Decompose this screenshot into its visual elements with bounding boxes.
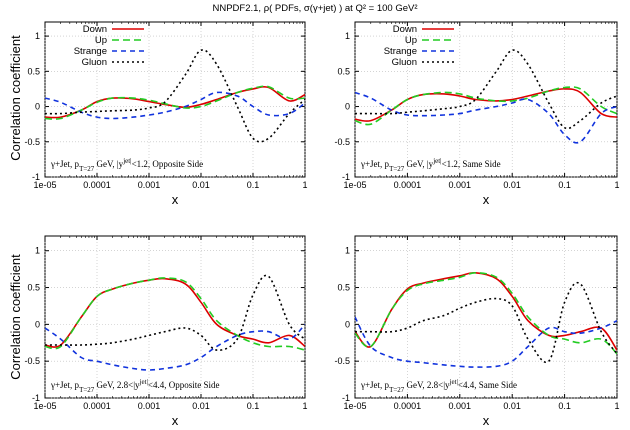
x-tick-label: 1 xyxy=(302,180,307,190)
y-axis-label-top: Correlation coefficient xyxy=(8,35,23,161)
series-line-strange xyxy=(355,316,617,368)
x-tick-label: 1e-05 xyxy=(343,180,366,190)
y-tick-label: 0 xyxy=(345,319,350,329)
x-tick-label: 0.001 xyxy=(449,401,472,411)
y-axis-label-bottom: Correlation coefficient xyxy=(8,254,23,380)
x-tick-label: 1 xyxy=(614,401,619,411)
y-tick-label: 0 xyxy=(35,102,40,112)
y-tick-label: -0.5 xyxy=(24,356,40,366)
y-tick-label: 1 xyxy=(35,31,40,41)
legend-label-down: Down xyxy=(393,24,417,35)
x-axis-label: x xyxy=(172,192,179,207)
x-axis-label: x xyxy=(172,413,179,428)
series-line-up xyxy=(355,86,617,126)
y-tick-label: 0.5 xyxy=(27,283,40,293)
x-tick-label: 0.1 xyxy=(558,180,571,190)
series-line-gluon xyxy=(355,281,617,364)
x-tick-label: 0.0001 xyxy=(83,180,111,190)
legend-label-down: Down xyxy=(83,24,107,35)
panel-annotation: γ+Jet, pT=27 GeV, 2.8<|yjet|<4.4, Opposi… xyxy=(50,378,220,394)
x-tick-label: 0.001 xyxy=(449,180,472,190)
x-tick-label: 0.1 xyxy=(247,401,260,411)
x-axis-label: x xyxy=(483,192,490,207)
y-tick-label: 0.5 xyxy=(337,66,350,76)
series-line-down xyxy=(355,271,617,351)
y-tick-label: 1 xyxy=(345,246,350,256)
x-tick-label: 1e-05 xyxy=(33,401,56,411)
y-tick-label: 1 xyxy=(35,246,40,256)
panel-annotation: γ+Jet, pT=27 GeV, |yjet|<1.2, Opposite S… xyxy=(50,157,203,173)
series-line-up xyxy=(45,277,305,351)
x-tick-label: 0.1 xyxy=(558,401,571,411)
y-tick-label: -1 xyxy=(32,172,40,182)
y-tick-label: 0 xyxy=(345,102,350,112)
series-line-up xyxy=(355,271,617,355)
series-line-down xyxy=(45,85,305,119)
x-tick-label: 0.01 xyxy=(503,180,521,190)
chart-panel-3: -1 -0.5 0 0.5 1 1e-05 0.0001 0.001 0.01 0.1 1 x γ+Je… xyxy=(24,235,308,428)
x-tick-label: 1e-05 xyxy=(343,401,366,411)
figure-title: NNPDF2.1, ρ( PDFs, σ(γ+jet) ) at Q² = 10… xyxy=(212,3,417,14)
x-tick-label: 1 xyxy=(302,401,307,411)
y-tick-label: 1 xyxy=(345,31,350,41)
legend-label-strange: Strange xyxy=(384,46,417,57)
series-line-strange xyxy=(45,323,305,371)
panel-annotation: γ+Jet, pT=27 GeV, 2.8<|yjet|<4.4, Same S… xyxy=(360,378,517,394)
plot-frame xyxy=(44,235,306,399)
chart-panel-2: -1 -0.5 0 0.5 1 1e-05 0.0001 0.001 0.01 0.1 1 x Down… xyxy=(334,21,620,207)
y-tick-label: -1 xyxy=(342,393,350,403)
legend-label-strange: Strange xyxy=(74,46,107,57)
series-line-strange xyxy=(45,91,305,120)
x-tick-label: 1 xyxy=(614,180,619,190)
legend-label-gluon: Gluon xyxy=(82,57,107,68)
legend-label-gluon: Gluon xyxy=(392,57,417,68)
chart-panel-1: -1 -0.5 0 0.5 1 1e-05 0.0001 0.001 0.01 0.1 1 x Down… xyxy=(24,21,308,207)
series-line-up xyxy=(45,85,305,120)
x-tick-label: 0.0001 xyxy=(394,401,422,411)
panel-annotation: γ+Jet, pT=27 GeV, |yjet|<1.2, Same Side xyxy=(360,157,501,173)
x-tick-label: 0.001 xyxy=(138,180,161,190)
x-tick-label: 0.0001 xyxy=(83,401,111,411)
series-line-gluon xyxy=(45,274,305,352)
legend-label-up: Up xyxy=(405,35,417,46)
plot-frame xyxy=(354,235,618,399)
x-tick-label: 0.0001 xyxy=(394,180,422,190)
x-tick-label: 0.1 xyxy=(247,180,260,190)
x-tick-label: 0.01 xyxy=(192,180,210,190)
y-tick-label: -1 xyxy=(32,393,40,403)
chart-panel-4: -1 -0.5 0 0.5 1 1e-05 0.0001 0.001 0.01 0.1 1 x γ+Je… xyxy=(334,235,620,428)
y-tick-label: -0.5 xyxy=(24,137,40,147)
x-tick-label: 0.01 xyxy=(192,401,210,411)
y-tick-label: 0 xyxy=(35,319,40,329)
legend-label-up: Up xyxy=(95,35,107,46)
plot-frame xyxy=(354,21,618,178)
series-line-down xyxy=(355,88,617,122)
y-tick-label: -1 xyxy=(342,172,350,182)
y-tick-label: -0.5 xyxy=(334,137,350,147)
x-tick-label: 0.001 xyxy=(138,401,161,411)
x-axis-label: x xyxy=(483,413,490,428)
series-line-strange xyxy=(355,91,617,144)
y-tick-label: 0.5 xyxy=(337,283,350,293)
x-tick-label: 1e-05 xyxy=(33,180,56,190)
x-tick-label: 0.01 xyxy=(503,401,521,411)
y-tick-label: -0.5 xyxy=(334,356,350,366)
y-tick-label: 0.5 xyxy=(27,66,40,76)
